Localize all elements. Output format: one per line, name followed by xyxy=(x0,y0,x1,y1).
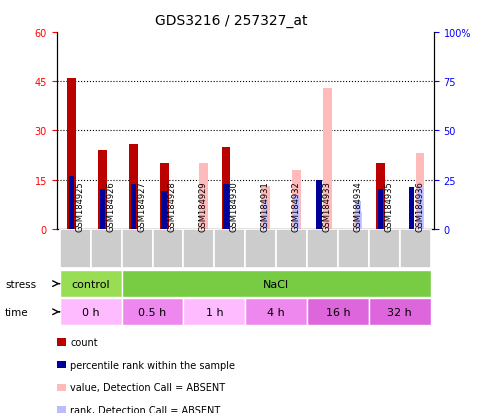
Bar xyxy=(378,190,384,229)
Bar xyxy=(276,229,307,268)
Text: GSM184934: GSM184934 xyxy=(353,180,362,231)
Text: GSM184935: GSM184935 xyxy=(385,180,393,231)
Bar xyxy=(67,79,76,229)
Bar xyxy=(355,202,361,229)
Text: 4 h: 4 h xyxy=(267,307,285,317)
Bar xyxy=(307,229,338,268)
Text: GSM184925: GSM184925 xyxy=(75,180,84,231)
Text: value, Detection Call = ABSENT: value, Detection Call = ABSENT xyxy=(70,382,226,392)
Text: stress: stress xyxy=(5,279,36,289)
Bar xyxy=(183,229,214,268)
Bar xyxy=(263,202,268,229)
Text: NaCl: NaCl xyxy=(263,279,289,289)
Bar xyxy=(245,299,307,325)
Text: rank, Detection Call = ABSENT: rank, Detection Call = ABSENT xyxy=(70,405,221,413)
Bar xyxy=(152,229,183,268)
Bar xyxy=(292,170,301,229)
Bar xyxy=(416,154,424,229)
Bar xyxy=(199,164,208,229)
Bar xyxy=(69,176,74,229)
Text: GSM184933: GSM184933 xyxy=(322,180,332,231)
Bar xyxy=(354,213,362,229)
Bar xyxy=(91,229,122,268)
Text: GSM184936: GSM184936 xyxy=(415,180,424,231)
Bar xyxy=(316,180,321,229)
Bar xyxy=(323,89,331,229)
Text: GSM184929: GSM184929 xyxy=(199,180,208,231)
Bar xyxy=(417,188,423,229)
Text: GSM184928: GSM184928 xyxy=(168,180,177,231)
Bar xyxy=(100,190,105,229)
Bar xyxy=(98,151,107,229)
Text: time: time xyxy=(5,307,29,317)
Bar xyxy=(261,187,270,229)
Bar xyxy=(369,229,400,268)
Bar xyxy=(338,229,369,268)
Bar xyxy=(160,164,169,229)
Bar xyxy=(293,196,299,229)
Bar xyxy=(122,229,152,268)
Text: percentile rank within the sample: percentile rank within the sample xyxy=(70,360,236,370)
Bar xyxy=(122,271,431,297)
Bar xyxy=(400,229,431,268)
Bar xyxy=(369,299,431,325)
Text: GSM184926: GSM184926 xyxy=(106,180,115,231)
Bar xyxy=(223,184,229,229)
Text: 1 h: 1 h xyxy=(206,307,223,317)
Bar xyxy=(60,229,91,268)
Bar xyxy=(60,271,122,297)
Text: control: control xyxy=(71,279,110,289)
Bar xyxy=(60,299,122,325)
Bar xyxy=(122,299,183,325)
Bar xyxy=(214,229,245,268)
Bar xyxy=(307,299,369,325)
Text: GDS3216 / 257327_at: GDS3216 / 257327_at xyxy=(155,14,308,28)
Text: GSM184930: GSM184930 xyxy=(230,180,239,231)
Bar xyxy=(162,192,167,229)
Bar xyxy=(409,188,414,229)
Text: 32 h: 32 h xyxy=(387,307,412,317)
Bar xyxy=(376,164,385,229)
Text: GSM184931: GSM184931 xyxy=(261,180,270,231)
Text: 0 h: 0 h xyxy=(82,307,100,317)
Bar xyxy=(129,144,138,229)
Text: GSM184932: GSM184932 xyxy=(292,180,301,231)
Bar xyxy=(183,299,245,325)
Text: 0.5 h: 0.5 h xyxy=(139,307,167,317)
Text: 16 h: 16 h xyxy=(326,307,351,317)
Bar xyxy=(222,147,230,229)
Text: count: count xyxy=(70,337,98,347)
Bar xyxy=(245,229,276,268)
Bar xyxy=(131,184,136,229)
Text: GSM184927: GSM184927 xyxy=(137,180,146,231)
